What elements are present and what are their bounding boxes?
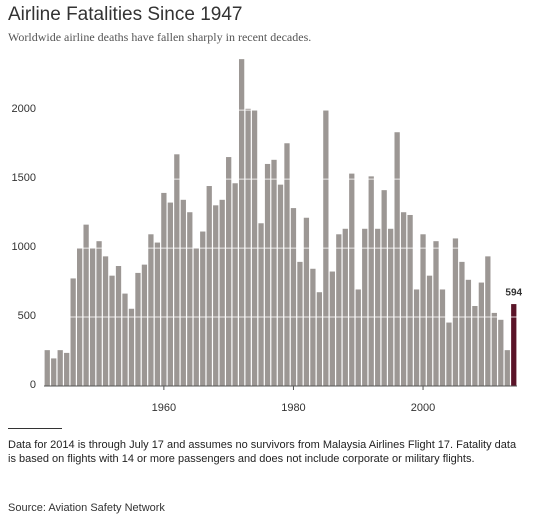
bar bbox=[57, 350, 63, 386]
bar bbox=[187, 212, 193, 386]
x-tick-label: 2000 bbox=[411, 402, 435, 414]
bar bbox=[342, 228, 348, 386]
bar bbox=[478, 282, 485, 386]
chart-title: Airline Fatalities Since 1947 bbox=[8, 4, 243, 25]
bar bbox=[238, 59, 245, 386]
bar bbox=[180, 199, 186, 386]
bar bbox=[388, 228, 394, 386]
bar bbox=[154, 242, 161, 386]
bar bbox=[245, 108, 251, 386]
bar bbox=[297, 261, 303, 386]
bar bbox=[310, 268, 316, 386]
bar bbox=[329, 271, 335, 386]
bar bbox=[375, 228, 381, 386]
bar bbox=[362, 228, 368, 386]
data-label: 594 bbox=[505, 288, 522, 299]
y-tick-label: 1500 bbox=[12, 172, 36, 184]
bar bbox=[316, 292, 323, 386]
bar bbox=[433, 241, 439, 386]
bar bbox=[420, 234, 426, 386]
bar bbox=[394, 132, 400, 386]
x-tick-label: 1980 bbox=[281, 402, 305, 414]
bar bbox=[226, 157, 232, 386]
bar bbox=[511, 304, 517, 386]
bar bbox=[102, 256, 109, 386]
bar bbox=[277, 184, 284, 386]
bar bbox=[83, 224, 89, 386]
bar bbox=[258, 223, 264, 386]
bar bbox=[413, 289, 420, 386]
divider bbox=[8, 428, 62, 429]
bar bbox=[213, 205, 219, 386]
bar bbox=[128, 308, 135, 386]
y-tick-label: 1000 bbox=[12, 241, 36, 253]
y-tick-label: 500 bbox=[18, 310, 36, 322]
x-tick-label: 1960 bbox=[152, 402, 176, 414]
bar bbox=[44, 350, 50, 386]
bar bbox=[349, 173, 355, 386]
bar bbox=[446, 322, 452, 386]
bar bbox=[109, 275, 115, 386]
bar bbox=[148, 234, 154, 386]
bar bbox=[491, 312, 497, 386]
bar bbox=[206, 186, 212, 386]
bar bbox=[472, 306, 478, 386]
bar bbox=[141, 264, 148, 386]
bar bbox=[368, 176, 374, 386]
y-tick-label: 0 bbox=[30, 379, 36, 391]
bar bbox=[51, 358, 57, 386]
bar bbox=[504, 350, 510, 386]
bar bbox=[200, 231, 206, 386]
bar bbox=[232, 183, 238, 386]
bar bbox=[290, 208, 297, 386]
bar bbox=[271, 159, 277, 386]
bar bbox=[161, 192, 167, 386]
note: Data for 2014 is through July 17 and ass… bbox=[8, 439, 517, 465]
bar bbox=[439, 289, 446, 386]
bar bbox=[64, 352, 70, 386]
chart-subtitle: Worldwide airline deaths have fallen sha… bbox=[8, 30, 312, 44]
source: Source: Aviation Safety Network bbox=[8, 502, 165, 514]
bar bbox=[498, 319, 504, 386]
bar bbox=[115, 266, 122, 386]
bar bbox=[459, 261, 465, 386]
bar bbox=[174, 154, 180, 386]
chart: 594 0 500 1000 1500 2000 1960 1980 2000 bbox=[12, 59, 523, 414]
y-tick-label: 2000 bbox=[12, 103, 36, 115]
bar bbox=[284, 143, 290, 386]
bar bbox=[400, 212, 407, 386]
bar bbox=[426, 275, 433, 386]
bar bbox=[219, 199, 225, 386]
bar bbox=[407, 214, 413, 386]
bar bbox=[167, 202, 173, 386]
bar bbox=[465, 279, 472, 386]
bar bbox=[264, 163, 271, 386]
bar bbox=[135, 272, 141, 386]
bar bbox=[122, 293, 128, 386]
bar bbox=[381, 190, 387, 386]
bar bbox=[96, 241, 102, 386]
bar bbox=[485, 256, 491, 386]
bar bbox=[336, 234, 342, 386]
bar bbox=[452, 238, 459, 386]
bar bbox=[355, 289, 361, 386]
bar bbox=[70, 278, 76, 386]
bar bbox=[303, 217, 310, 386]
